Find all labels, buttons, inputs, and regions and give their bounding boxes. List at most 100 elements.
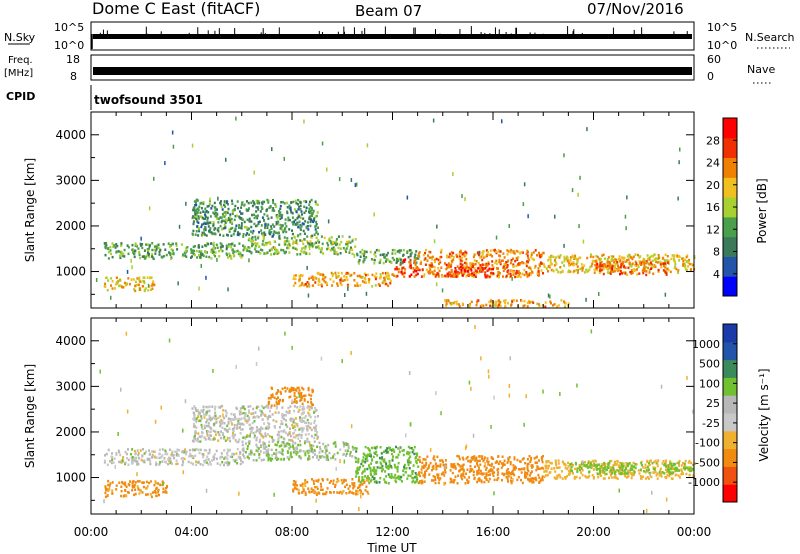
power-axes: 4000 3000 2000 1000	[55, 112, 695, 308]
freq-tick-bottom: 8	[70, 70, 77, 83]
power-colorbar: 28 24 20 16 12 8 4	[706, 117, 738, 297]
velocity-colorbar-tick-label: -1000	[688, 476, 720, 489]
freq-frame	[90, 54, 695, 81]
power-frame	[90, 111, 695, 309]
velocity-data	[99, 325, 696, 513]
velocity-ytick-label: 1000	[55, 471, 86, 485]
power-colorbar-label: Power [dB]	[755, 178, 769, 243]
velocity-colorbar-frame	[722, 323, 738, 503]
velocity-scatter	[99, 325, 694, 513]
power-ytick-label: 1000	[55, 265, 86, 279]
plot-title: Dome C East (fitACF)	[92, 0, 260, 18]
velocity-colorbar: 1000 500 100 25 -25 -100 -500 -1000	[688, 323, 738, 503]
velocity-colorbar-segment	[723, 484, 737, 503]
velocity-colorbar-tick-label: 25	[706, 397, 720, 410]
power-band-6	[191, 198, 319, 238]
velocity-colorbar-tick-label: 100	[699, 377, 720, 390]
freq-series	[93, 67, 692, 75]
power-panel: 4000 3000 2000 1000 Slant Range [km] 28 24 20…	[23, 111, 769, 309]
velocity-band-3	[354, 445, 420, 485]
velocity-colorbar-segment	[723, 324, 737, 343]
velocity-band-5	[543, 459, 696, 480]
velocity-band-6	[104, 479, 168, 499]
power-colorbar-segment	[723, 236, 737, 257]
power-colorbar-segment	[723, 177, 737, 198]
power-band-9	[444, 262, 495, 279]
time-tick-label: 20:00	[576, 525, 611, 539]
velocity-colorbar-segment	[723, 430, 737, 450]
time-tick-label: 16:00	[476, 525, 511, 539]
freq-label: Freq.	[8, 55, 33, 66]
velocity-colorbar-segment	[723, 395, 737, 414]
velocity-band-8	[292, 477, 370, 496]
time-tick-label: 12:00	[375, 525, 410, 539]
nsky-label: N.Sky	[4, 31, 36, 44]
time-tick-label: 04:00	[174, 525, 209, 539]
freq-tick-top: 18	[66, 53, 80, 66]
velocity-axes: 4000 3000 2000 1000	[55, 318, 695, 514]
velocity-ytick-label: 2000	[55, 425, 86, 439]
power-colorbar-tick-label: 20	[706, 179, 720, 192]
cpid-strip: CPID twofsound 3501	[6, 85, 203, 110]
power-ytick-label: 2000	[55, 219, 86, 233]
nsky-left-tick-top: 10^5	[54, 21, 84, 34]
power-colorbar-tick-label: 24	[706, 157, 720, 170]
velocity-ylabel: Slant Range [km]	[23, 364, 37, 468]
power-colorbar-segment	[723, 197, 737, 218]
velocity-colorbar-tick-label: -100	[695, 437, 720, 450]
freq-unit: [MHz]	[4, 68, 33, 79]
power-colorbar-segment	[723, 276, 737, 297]
power-colorbar-tick-label: 8	[713, 246, 720, 259]
nsky-band	[93, 34, 692, 39]
power-band-5	[103, 276, 156, 293]
nave-label: Nave	[747, 63, 775, 76]
nsky-series	[91, 26, 692, 49]
velocity-band-2	[241, 441, 357, 462]
velocity-frame	[90, 317, 695, 515]
cpid-label: CPID	[6, 90, 35, 103]
power-band-8	[393, 258, 420, 278]
power-colorbar-segment	[723, 216, 737, 238]
velocity-ytick-label: 4000	[55, 334, 86, 348]
time-axis: 00:00 04:00 08:00 12:00 16:00 20:00 00:00	[74, 525, 712, 539]
freq-strip: Freq. [MHz] 18 8 60 0 Nave	[4, 53, 775, 84]
nsky-left-tick-bottom: 10^0	[54, 39, 84, 52]
power-band-1	[242, 235, 357, 256]
velocity-colorbar-tick-label: 500	[699, 358, 720, 371]
power-band-4	[543, 253, 696, 274]
power-ylabel: Slant Range [km]	[23, 158, 37, 262]
power-ytick-label: 4000	[55, 128, 86, 142]
date-label: 07/Nov/2016	[587, 0, 684, 18]
time-tick-label: 00:00	[74, 525, 109, 539]
power-data	[95, 116, 696, 309]
time-axis-label: Time UT	[366, 541, 417, 554]
velocity-band-7	[267, 386, 314, 407]
nsky-frame	[90, 21, 695, 51]
power-band-11	[444, 299, 570, 309]
velocity-colorbar-segment	[723, 341, 737, 361]
power-ytick-label: 3000	[55, 173, 86, 187]
nave-tick-bottom: 0	[707, 70, 714, 83]
power-colorbar-segment	[723, 137, 737, 159]
nsky-strip: N.Sky 10^5 10^0 10^5 10^0 N.Search	[4, 21, 795, 52]
velocity-colorbar-segment	[723, 377, 737, 396]
power-colorbar-segment	[723, 256, 737, 277]
power-colorbar-tick-label: 12	[706, 223, 720, 236]
velocity-ytick-label: 3000	[55, 379, 86, 393]
power-colorbar-tick-label: 28	[706, 134, 720, 147]
power-colorbar-segment	[723, 118, 737, 139]
velocity-colorbar-tick-label: -500	[695, 456, 720, 469]
velocity-colorbar-segment	[723, 413, 737, 432]
power-colorbar-tick-label: 4	[713, 268, 720, 281]
time-tick-label: 08:00	[275, 525, 310, 539]
velocity-colorbar-segment	[723, 448, 737, 467]
velocity-band-1	[191, 404, 320, 444]
power-band-3	[417, 248, 545, 279]
power-scatter	[95, 116, 681, 302]
power-band-0	[103, 241, 244, 261]
velocity-colorbar-tick-label: 1000	[692, 338, 720, 351]
nave-tick-top: 60	[707, 53, 721, 66]
power-band-10	[593, 260, 670, 277]
velocity-colorbar-segment	[723, 359, 737, 378]
